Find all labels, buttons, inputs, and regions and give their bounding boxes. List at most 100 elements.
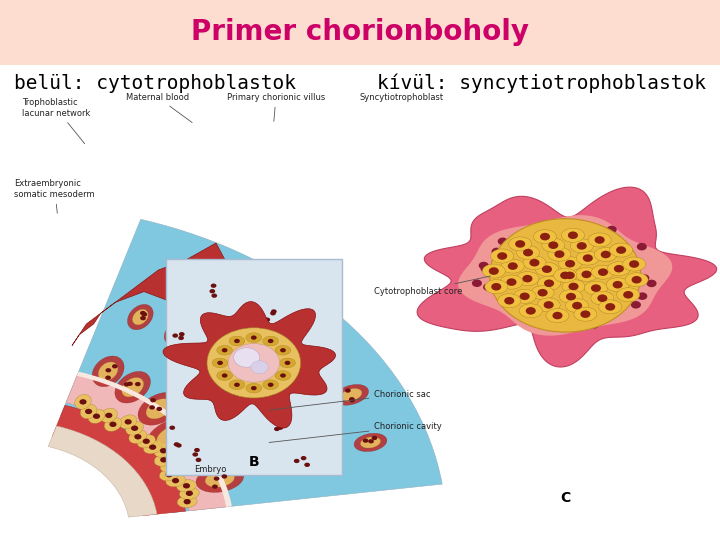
Ellipse shape	[559, 289, 582, 303]
Ellipse shape	[341, 388, 362, 401]
Circle shape	[536, 228, 546, 236]
Circle shape	[508, 262, 518, 270]
Circle shape	[592, 318, 602, 326]
Ellipse shape	[606, 278, 629, 292]
Circle shape	[569, 283, 579, 291]
Circle shape	[149, 405, 155, 409]
Ellipse shape	[256, 305, 284, 328]
Circle shape	[149, 444, 156, 450]
Circle shape	[233, 348, 260, 367]
Ellipse shape	[279, 358, 295, 368]
Circle shape	[112, 364, 118, 368]
Ellipse shape	[160, 460, 179, 472]
Circle shape	[271, 309, 276, 314]
Ellipse shape	[115, 372, 150, 403]
Circle shape	[212, 294, 217, 298]
Ellipse shape	[513, 289, 536, 303]
Ellipse shape	[482, 264, 505, 278]
Circle shape	[105, 368, 111, 373]
Ellipse shape	[516, 246, 539, 260]
Ellipse shape	[159, 468, 179, 481]
Circle shape	[560, 272, 570, 279]
Ellipse shape	[92, 356, 124, 387]
Ellipse shape	[212, 358, 228, 368]
Ellipse shape	[575, 267, 598, 281]
Ellipse shape	[246, 383, 262, 393]
Circle shape	[568, 232, 578, 239]
Circle shape	[160, 457, 167, 463]
Circle shape	[567, 227, 577, 235]
Circle shape	[284, 361, 290, 365]
Ellipse shape	[500, 275, 523, 289]
Ellipse shape	[235, 385, 258, 401]
Circle shape	[212, 484, 218, 489]
Circle shape	[519, 315, 529, 322]
Circle shape	[172, 333, 178, 338]
Ellipse shape	[177, 496, 197, 508]
Ellipse shape	[229, 336, 245, 346]
Text: C: C	[560, 491, 570, 505]
Circle shape	[277, 426, 283, 430]
Circle shape	[268, 383, 274, 387]
Ellipse shape	[179, 487, 199, 500]
Ellipse shape	[537, 298, 560, 312]
Circle shape	[217, 361, 223, 365]
Ellipse shape	[75, 395, 91, 409]
Ellipse shape	[292, 345, 326, 368]
Ellipse shape	[558, 268, 581, 282]
Circle shape	[196, 458, 202, 462]
Circle shape	[247, 387, 253, 392]
Ellipse shape	[275, 346, 291, 355]
Circle shape	[611, 235, 621, 242]
Ellipse shape	[275, 370, 291, 380]
Circle shape	[520, 293, 530, 300]
Ellipse shape	[246, 333, 262, 342]
Circle shape	[363, 438, 369, 443]
Circle shape	[616, 246, 626, 254]
Circle shape	[572, 322, 582, 330]
Circle shape	[636, 243, 647, 251]
Circle shape	[639, 274, 649, 282]
Circle shape	[169, 426, 175, 430]
Circle shape	[135, 382, 140, 386]
Circle shape	[270, 311, 276, 315]
Ellipse shape	[127, 305, 153, 330]
Circle shape	[349, 398, 355, 402]
Circle shape	[85, 409, 92, 414]
Circle shape	[294, 459, 300, 463]
Ellipse shape	[490, 249, 513, 263]
Wedge shape	[66, 374, 228, 511]
Ellipse shape	[129, 430, 147, 443]
Circle shape	[498, 238, 508, 245]
Circle shape	[93, 414, 100, 419]
Circle shape	[614, 265, 624, 273]
Circle shape	[179, 332, 184, 336]
Ellipse shape	[588, 233, 611, 247]
Ellipse shape	[217, 370, 233, 380]
Text: Chorionic cavity: Chorionic cavity	[269, 422, 442, 442]
Circle shape	[228, 343, 279, 382]
Ellipse shape	[299, 349, 320, 363]
Circle shape	[598, 294, 608, 302]
Circle shape	[581, 224, 591, 231]
Ellipse shape	[546, 308, 569, 322]
Text: Cytotrophoblast core: Cytotrophoblast core	[374, 276, 490, 296]
Ellipse shape	[516, 272, 539, 286]
Text: Primer chorionboholy: Primer chorionboholy	[191, 18, 529, 46]
Circle shape	[280, 373, 286, 377]
Circle shape	[179, 336, 184, 340]
Circle shape	[210, 289, 215, 293]
Circle shape	[529, 259, 539, 266]
Text: Embryo: Embryo	[194, 465, 227, 474]
Ellipse shape	[591, 291, 614, 305]
Circle shape	[345, 388, 351, 393]
Circle shape	[629, 260, 639, 268]
Ellipse shape	[559, 256, 582, 271]
Circle shape	[523, 275, 533, 282]
Ellipse shape	[354, 433, 387, 451]
Circle shape	[184, 499, 191, 504]
Circle shape	[105, 413, 112, 418]
Polygon shape	[72, 243, 230, 346]
Ellipse shape	[625, 273, 648, 287]
Ellipse shape	[548, 247, 571, 261]
